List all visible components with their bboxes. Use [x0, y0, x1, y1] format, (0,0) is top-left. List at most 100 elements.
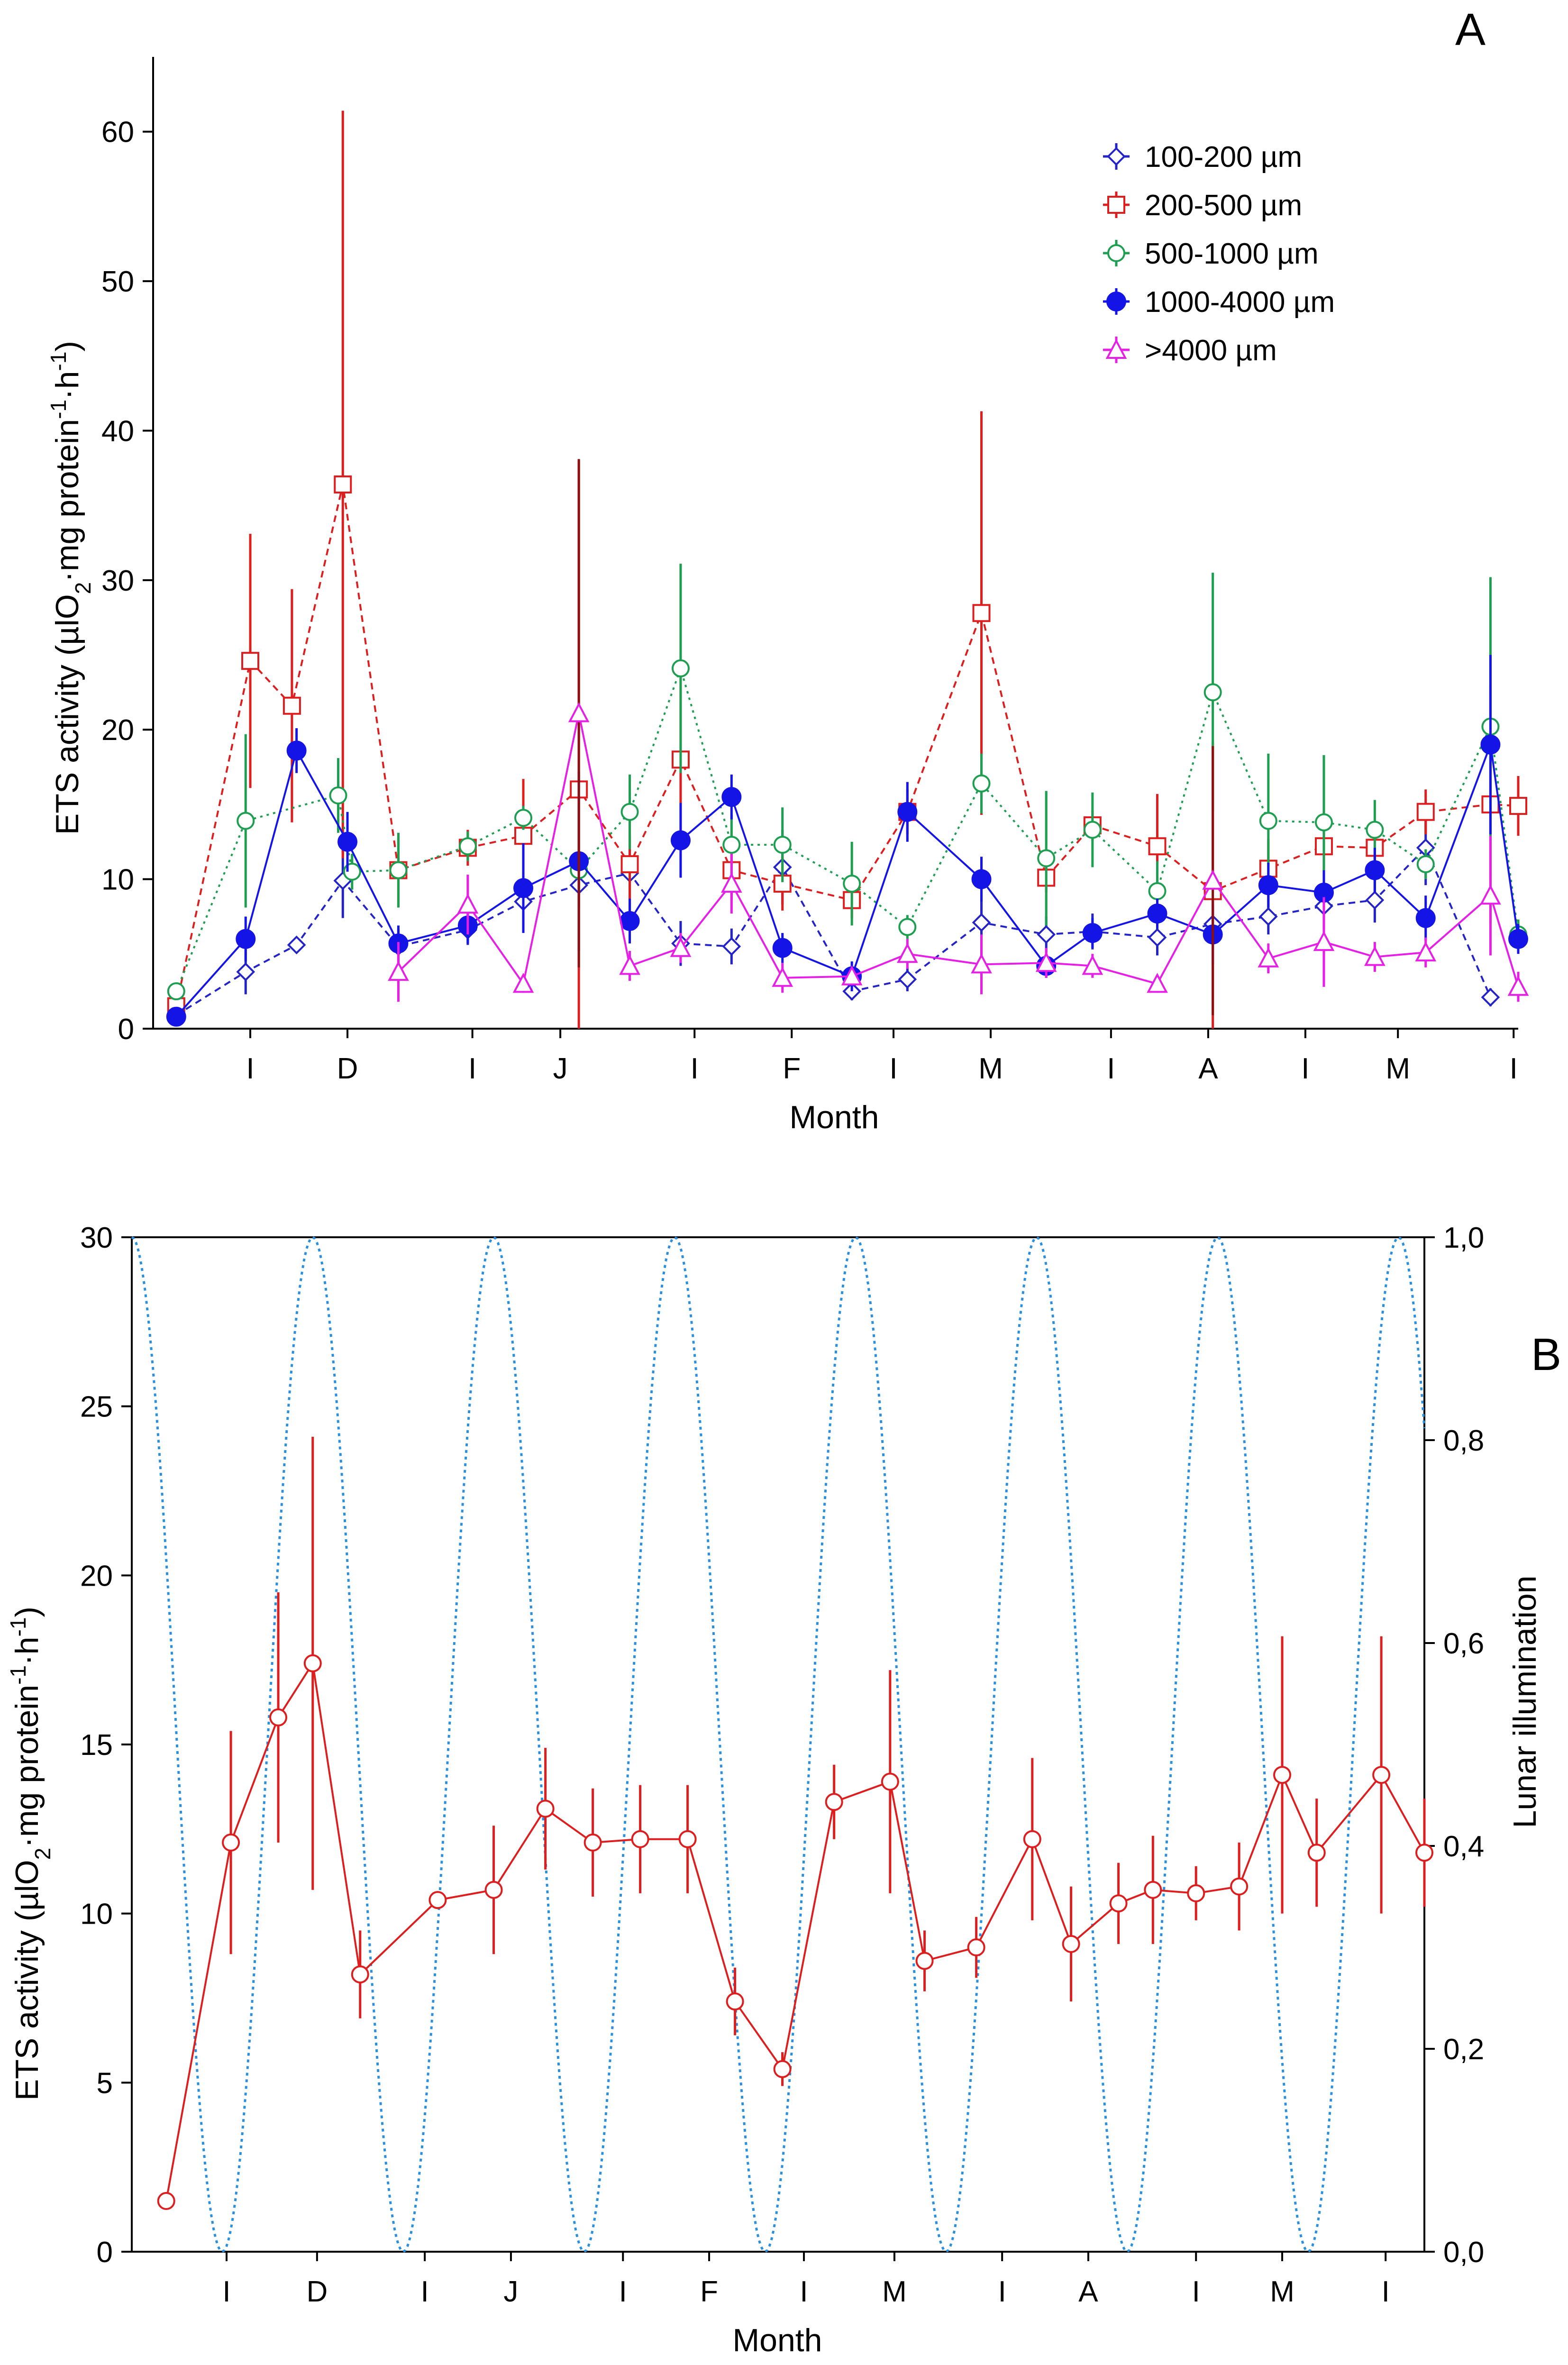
- y2-tick-label: 1,0: [1443, 1222, 1484, 1254]
- data-point: [568, 702, 590, 722]
- data-point: [484, 1881, 503, 1899]
- x-tick-label: M: [1386, 1052, 1410, 1085]
- data-point: [722, 836, 741, 854]
- data-point: [1480, 734, 1501, 755]
- y-axis-label-part: ·mg protein: [49, 419, 85, 582]
- data-point: [825, 1793, 843, 1811]
- panel-a-x-axis-label: Month: [790, 1099, 879, 1135]
- data-point: [971, 869, 992, 889]
- data-point: [1187, 1884, 1205, 1902]
- x-tick-label: I: [421, 2275, 429, 2308]
- data-point: [1082, 955, 1103, 975]
- data-point: [1147, 904, 1167, 924]
- data-point: [1023, 1830, 1041, 1848]
- x-tick-label: F: [783, 1052, 801, 1085]
- x-tick-label: F: [700, 2275, 718, 2308]
- data-point: [620, 855, 639, 874]
- panel-b-chart: B ETS activity (µlO2·mg protein-1·h-1) L…: [6, 1222, 1561, 2358]
- panel-b-axes: 0 5 10 15 20 25 30 0,0 0,2 0,4 0,6 0,8 1,0 I D I J I F I M I A…: [80, 1222, 1484, 2308]
- data-point: [1273, 1766, 1292, 1784]
- data-point: [1314, 813, 1333, 831]
- data-point: [721, 787, 742, 807]
- x-tick-label: I: [468, 1052, 476, 1085]
- data-point: [513, 878, 534, 898]
- y-axis-label-part: 2: [71, 582, 95, 594]
- panel-b-series-layer: [131, 1235, 1433, 2253]
- data-point: [514, 809, 533, 827]
- data-point: [897, 802, 918, 822]
- data-point: [428, 1891, 447, 1909]
- x-tick-label: I: [998, 2275, 1006, 2308]
- data-point: [915, 1952, 934, 1970]
- y2-tick-label: 0,4: [1443, 1830, 1484, 1863]
- x-tick-label: A: [1198, 1052, 1218, 1085]
- data-point: [881, 1772, 899, 1791]
- data-point: [1037, 849, 1056, 867]
- panel-a-legend: 100-200 µm 200-500 µm 500-1000 µm 1000-4000…: [1103, 141, 1335, 367]
- data-point: [1372, 1766, 1391, 1784]
- panel-b-label: B: [1531, 1329, 1561, 1380]
- y-tick-label: 5: [97, 2067, 113, 2100]
- legend-label: 200-500 µm: [1145, 189, 1302, 222]
- x-tick-label: I: [691, 1052, 699, 1085]
- y2-tick-label: 0,8: [1443, 1424, 1484, 1457]
- data-point: [841, 965, 863, 986]
- y-axis-label-part: ETS activity (: [9, 1910, 45, 2100]
- data-point: [222, 1833, 240, 1852]
- x-tick-label: M: [1270, 2275, 1295, 2308]
- data-point: [772, 938, 793, 958]
- data-point: [1481, 987, 1500, 1007]
- data-point: [388, 960, 409, 981]
- panel-a-axes: 0 10 20 30 40 50 60 I D I J I F I M I A I M I: [101, 57, 1518, 1085]
- data-point: [773, 836, 792, 854]
- y-tick-label: 20: [80, 1560, 113, 1592]
- data-point: [1509, 797, 1527, 815]
- data-point: [303, 1654, 322, 1672]
- data-point: [269, 1708, 288, 1726]
- data-point: [773, 2060, 792, 2078]
- data-point: [1364, 946, 1386, 966]
- data-point: [897, 943, 918, 963]
- lunar-illumination-curve: [131, 1235, 1426, 2253]
- y-tick-label: 60: [101, 116, 134, 149]
- data-point: [1148, 837, 1167, 856]
- x-tick-label: M: [978, 1052, 1003, 1085]
- data-point: [337, 831, 358, 852]
- x-tick-label: I: [800, 2275, 808, 2308]
- y-axis-label-part: ): [9, 1607, 45, 1617]
- data-point: [967, 1938, 985, 1956]
- y-tick-label: 0: [97, 2236, 113, 2269]
- data-point: [1082, 923, 1103, 943]
- panel-a-chart: A ETS activity (µlO2·mg protein-1·h-1) M…: [46, 4, 1529, 1135]
- panel-b-x-axis-label: Month: [733, 2322, 822, 2358]
- x-tick-label: D: [306, 2275, 328, 2308]
- data-point: [972, 774, 991, 793]
- data-point: [1366, 821, 1384, 839]
- legend-marker: [1106, 292, 1126, 311]
- y-axis-label-part: -1: [46, 400, 71, 419]
- x-tick-label: I: [1107, 1052, 1115, 1085]
- data-point: [351, 1965, 369, 1984]
- data-point: [334, 475, 352, 493]
- data-point: [1365, 860, 1385, 880]
- data-point: [1508, 929, 1528, 949]
- y-tick-label: 25: [80, 1391, 113, 1424]
- y-tick-label: 50: [101, 265, 134, 298]
- data-point: [241, 652, 260, 670]
- data-point: [721, 872, 742, 893]
- data-point: [843, 875, 861, 893]
- x-tick-label: M: [882, 2275, 907, 2308]
- data-point: [514, 827, 533, 845]
- data-point: [670, 830, 691, 850]
- y-axis-label-part: ·mg protein: [9, 1685, 45, 1848]
- data-point: [1203, 683, 1222, 702]
- data-point: [389, 861, 408, 879]
- series-line: [175, 846, 1492, 1016]
- y2-tick-label: 0,6: [1443, 1627, 1484, 1660]
- data-point: [1415, 1844, 1433, 1862]
- data-point: [1416, 803, 1435, 821]
- y2-tick-label: 0,0: [1443, 2236, 1484, 2269]
- x-tick-label: A: [1078, 2275, 1098, 2308]
- data-point: [1147, 973, 1168, 993]
